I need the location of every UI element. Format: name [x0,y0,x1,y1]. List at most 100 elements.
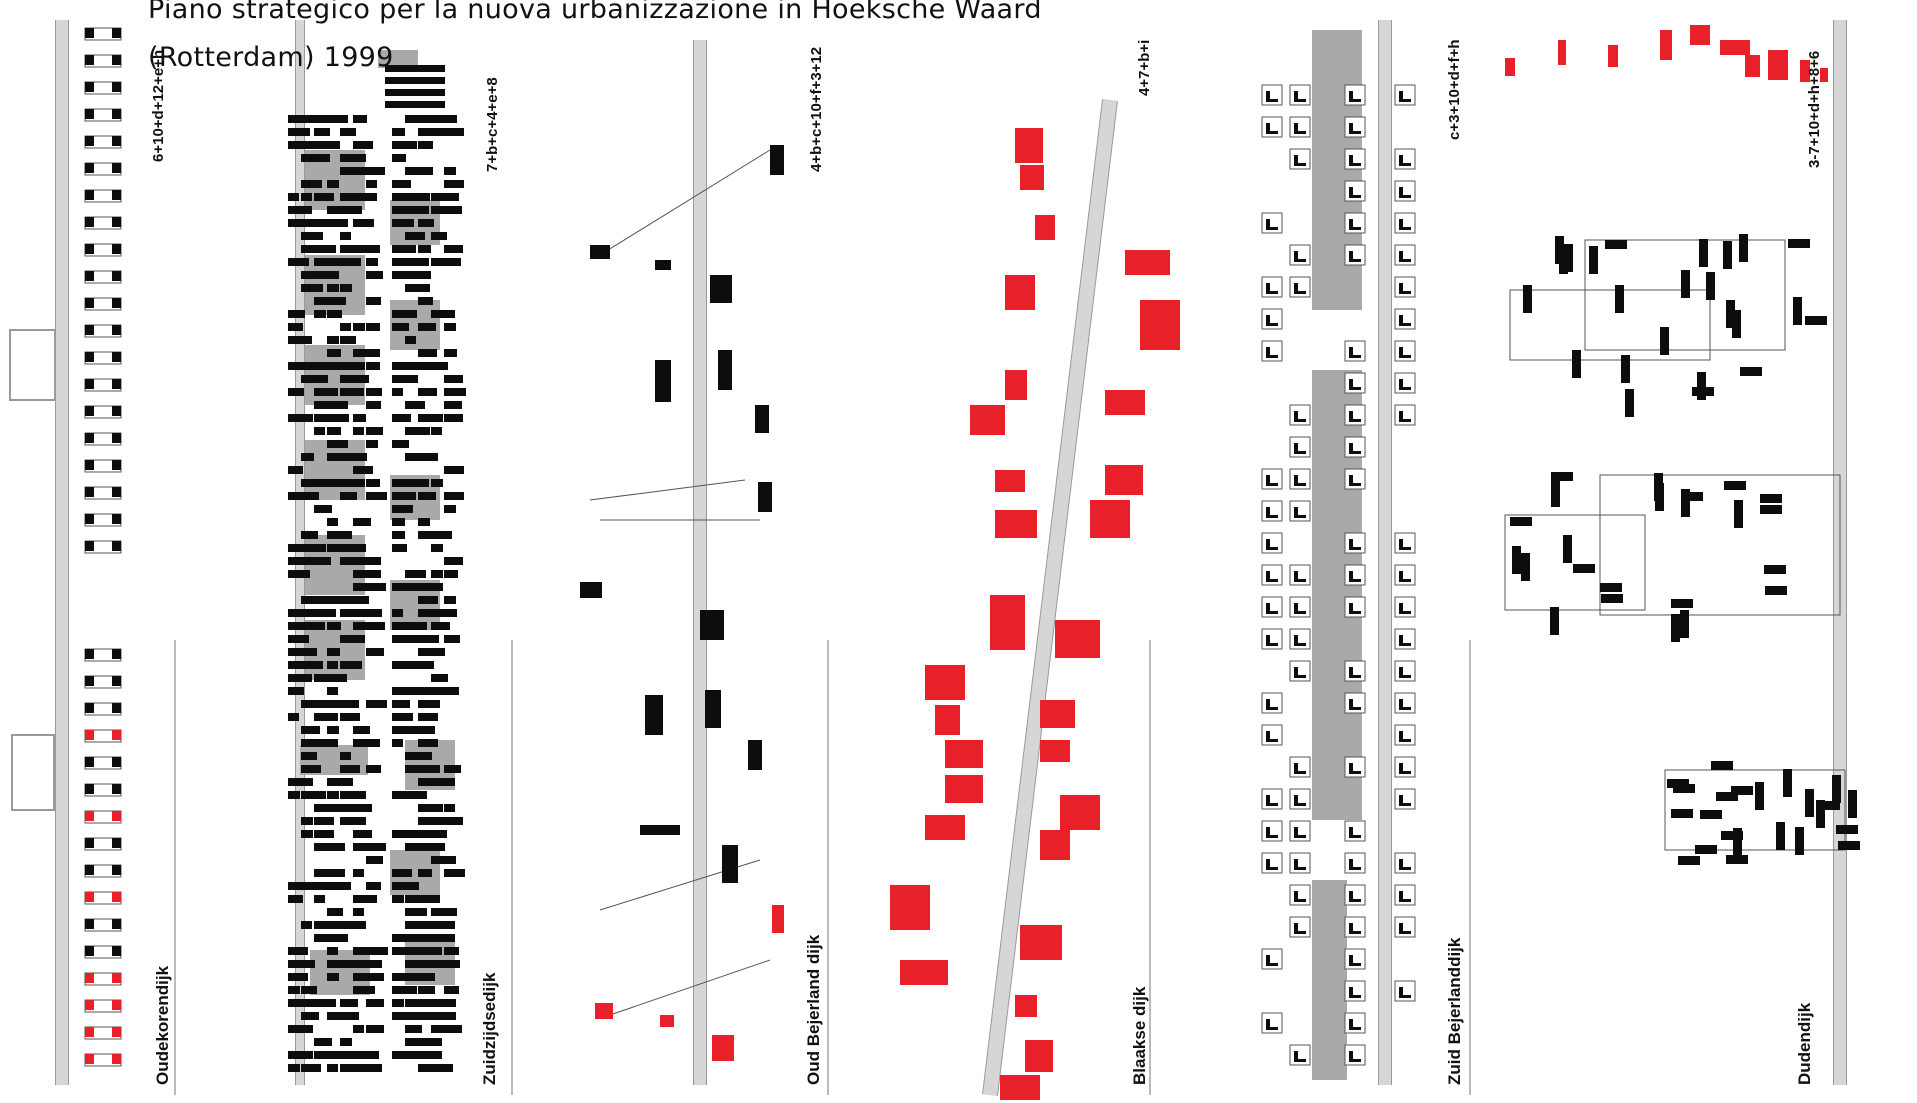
black-block [444,258,461,266]
black-block [418,167,433,175]
black-block [1399,219,1403,229]
black-block [112,136,121,146]
black-block [288,1025,302,1033]
black-block [431,817,448,825]
black-block [301,232,323,240]
black-block [1349,539,1353,549]
black-block [1681,492,1703,501]
black-block [288,609,308,617]
red-block [1745,55,1760,77]
black-block [1695,845,1717,854]
black-block [301,479,317,487]
black-block [1734,500,1743,528]
black-block [1399,923,1403,933]
black-block [431,1012,449,1020]
black-block [340,206,362,214]
black-block [1349,99,1361,102]
black-block [1349,987,1353,997]
black-block [405,986,417,994]
black-block [288,973,308,981]
black-block [418,921,433,929]
black-block [1764,565,1786,574]
black-block [405,895,418,903]
black-block [353,1025,364,1033]
black-block [353,622,366,630]
black-block [327,258,342,266]
black-block [366,362,380,370]
black-block [431,1025,450,1033]
black-block [1294,795,1298,805]
black-block [392,323,409,331]
black-block [1399,707,1411,710]
black-block [340,284,352,292]
black-block [288,115,305,123]
black-block [301,544,315,552]
black-block [301,778,313,786]
red-block [85,1027,94,1037]
black-block [301,648,317,656]
black-block [1294,251,1298,261]
black-block [418,843,431,851]
black-block [353,557,366,565]
black-block [112,217,121,227]
black-block [327,973,339,981]
black-block [112,244,121,254]
black-block [1294,579,1306,582]
black-block [314,141,335,149]
black-block [1294,635,1298,645]
black-block [1838,841,1860,850]
black-block [1349,131,1361,134]
black-block [112,325,121,335]
red-block [925,665,965,700]
black-block [1349,955,1353,965]
black-block [418,687,431,695]
black-block [314,739,332,747]
black-block [327,180,339,188]
black-block [1399,667,1403,677]
black-block [1266,515,1278,518]
black-block [327,869,345,877]
black-block [1793,297,1802,325]
black-block [1266,475,1270,485]
black-block [418,297,433,305]
black-block [418,661,434,669]
black-block [85,406,94,416]
black-block [85,703,94,713]
black-block [1399,931,1411,934]
black-block [444,388,466,396]
black-block [590,245,610,259]
black-block [327,310,342,318]
black-block [301,557,317,565]
black-block [1399,379,1403,389]
black-block [353,323,365,331]
black-block [1349,675,1361,678]
black-block [405,934,424,942]
black-block [418,427,430,435]
black-block [1510,517,1532,526]
red-block [85,730,94,740]
black-block [340,1038,352,1046]
black-block [288,323,303,331]
black-block [366,297,381,305]
black-block [418,869,432,877]
black-block [1349,1051,1353,1061]
black-block [1349,867,1361,870]
black-block [1266,323,1278,326]
black-block [1294,515,1306,518]
black-block [655,260,671,270]
black-block [418,700,440,708]
black-block [340,388,359,396]
black-block [366,492,387,500]
black-block [327,674,347,682]
black-block [1399,643,1411,646]
strip-4-name: Blaakse dijk [1130,986,1149,1085]
black-block [340,128,356,136]
black-block [1266,731,1270,741]
black-block [1399,195,1411,198]
black-block [314,219,330,227]
black-block [314,388,329,396]
black-block [85,919,94,929]
black-block [444,206,462,214]
black-block [1550,607,1559,635]
black-block [288,570,310,578]
